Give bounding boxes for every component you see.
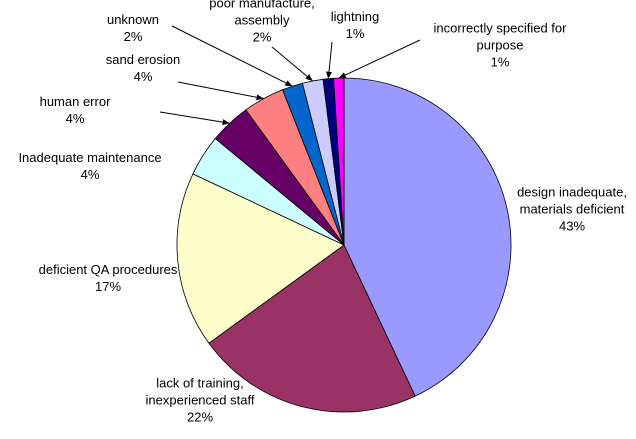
- leader-arrow: [338, 72, 347, 79]
- slice-label: human error 4%: [40, 93, 111, 127]
- category-label: incorrectly specified for purpose: [433, 20, 567, 53]
- leader-line: [338, 39, 421, 79]
- value-label: 4%: [133, 69, 153, 84]
- leader-arrow: [256, 94, 264, 101]
- pie-slice: [208, 244, 416, 413]
- category-label: sand erosion: [105, 52, 181, 67]
- category-label: lack of training, inexperienced staff: [145, 375, 255, 408]
- leader-arrow: [305, 74, 313, 81]
- value-label: 2%: [123, 29, 143, 44]
- slice-label: deficient QA procedures 17%: [39, 261, 178, 295]
- value-label: 43%: [558, 218, 586, 234]
- slice-label: lightning 1%: [331, 8, 379, 42]
- slice-label: sand erosion 4%: [106, 51, 180, 85]
- leader-line: [271, 46, 314, 82]
- slice-label: unknown 2%: [107, 11, 159, 45]
- category-label: deficient QA procedures: [38, 262, 178, 277]
- leader-line: [159, 111, 230, 124]
- slice-label: incorrectly specified for purpose 1%: [423, 20, 578, 71]
- slice-label: poor manufacture, assembly 2%: [200, 0, 325, 46]
- category-label: human error: [39, 94, 111, 109]
- slice-label: lack of training, inexperienced staff 22%: [135, 375, 265, 426]
- value-label: 2%: [252, 29, 272, 45]
- category-label: Inadequate maintenance: [18, 150, 162, 165]
- leader-arrow: [222, 119, 230, 126]
- value-label: 4%: [65, 111, 85, 126]
- pie-slice: [343, 77, 512, 397]
- leader-arrow: [284, 80, 293, 87]
- value-label: 17%: [94, 279, 122, 294]
- category-label: unknown: [106, 12, 160, 27]
- value-label: 1%: [490, 54, 510, 70]
- slice-label: design inadequate, materials deficient 43…: [505, 184, 636, 235]
- value-label: 1%: [345, 26, 365, 41]
- leader-line: [177, 81, 264, 100]
- value-label: 4%: [80, 167, 100, 182]
- value-label: 22%: [186, 409, 214, 425]
- category-label: lightning: [330, 9, 380, 24]
- slice-label: Inadequate maintenance 4%: [18, 149, 161, 183]
- category-label: design inadequate, materials deficient: [517, 184, 627, 217]
- leader-line: [171, 25, 293, 87]
- pie-slice: [176, 173, 345, 344]
- category-label: poor manufacture, assembly: [209, 0, 315, 28]
- leader-arrow: [326, 71, 332, 79]
